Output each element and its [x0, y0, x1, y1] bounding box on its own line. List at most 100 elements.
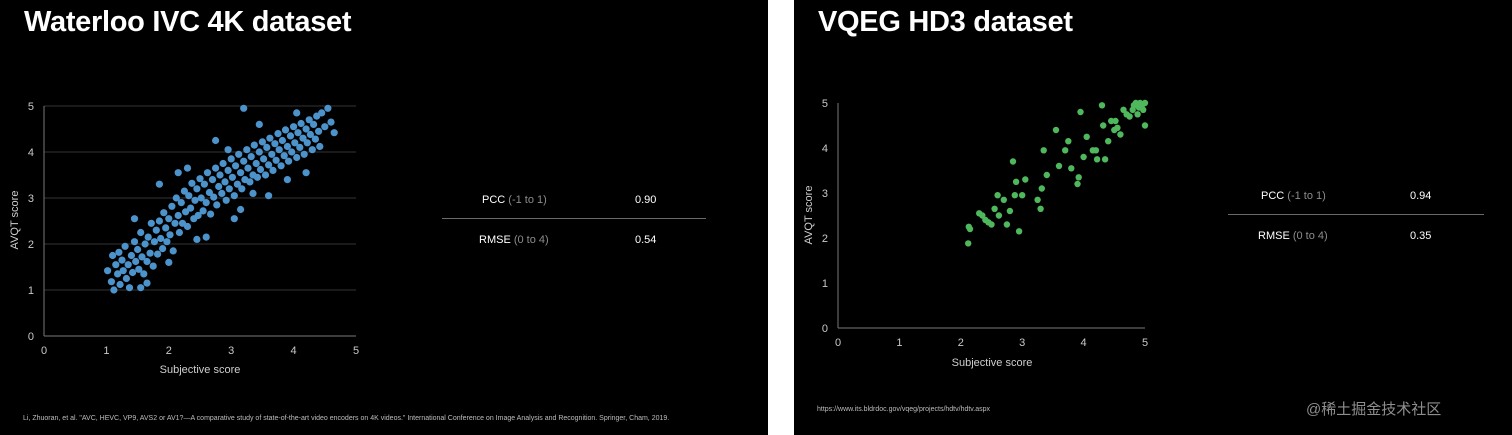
pcc-label: PCC [482, 194, 506, 206]
data-point [168, 202, 176, 210]
data-point [274, 130, 282, 138]
data-point [278, 136, 286, 145]
data-point [272, 156, 280, 164]
data-point [995, 212, 1003, 219]
data-point [260, 155, 268, 163]
watermark-text: @稀土掘金技术社区 [1306, 401, 1442, 418]
data-point [255, 148, 263, 156]
data-point [327, 118, 335, 126]
pcc-label-cell: PCC (-1 to 1) [482, 194, 547, 206]
data-point [253, 173, 261, 181]
data-point [286, 132, 295, 140]
data-point [188, 179, 196, 187]
data-point [203, 169, 212, 177]
data-point [1083, 133, 1090, 140]
data-point [283, 176, 291, 184]
data-point [1126, 113, 1133, 120]
data-point [1075, 174, 1082, 181]
data-point [1117, 131, 1124, 138]
data-point [1134, 111, 1141, 118]
y-axis-label: AVQT score [803, 186, 815, 245]
data-point [1019, 192, 1026, 199]
data-point [114, 270, 122, 278]
data-point [130, 238, 139, 246]
x-tick-label: 1 [103, 345, 109, 357]
data-point [130, 215, 139, 223]
pcc-label: PCC [1261, 190, 1285, 202]
x-tick-label: 4 [1081, 337, 1087, 349]
data-point [187, 204, 195, 212]
data-point [183, 222, 192, 231]
data-point [228, 173, 236, 181]
data-point [243, 146, 251, 154]
data-point [302, 169, 310, 177]
x-axis-label: Subjective score [160, 364, 241, 376]
data-point [249, 189, 257, 197]
data-point [263, 143, 271, 151]
scatter-chart-waterloo: 0 1 2 3 4 5 0 1 2 3 4 5 Subjective score AVQT score [9, 101, 359, 376]
data-point [232, 162, 240, 170]
data-point [283, 142, 291, 151]
data-point [127, 251, 135, 260]
x-tick-label: 0 [41, 345, 47, 357]
data-point [237, 205, 245, 214]
data-point [177, 199, 185, 207]
data-point [316, 142, 324, 151]
data-point [107, 278, 115, 286]
data-point [112, 261, 120, 269]
data-point [240, 104, 248, 112]
data-point [218, 189, 226, 197]
data-point [280, 152, 288, 160]
data-point [300, 150, 308, 158]
data-point [311, 135, 319, 143]
x-tick-label: 3 [1019, 337, 1025, 349]
data-point [271, 140, 279, 148]
data-point [219, 159, 227, 168]
data-point [221, 178, 229, 186]
data-point [1000, 196, 1007, 203]
data-point [966, 225, 974, 233]
data-point [302, 125, 310, 133]
data-point [224, 166, 232, 174]
data-point [1055, 162, 1063, 170]
data-point [122, 274, 130, 283]
data-point [321, 123, 329, 131]
data-point [212, 136, 220, 145]
data-point [1141, 99, 1149, 107]
pcc-range: (-1 to 1) [508, 194, 547, 206]
data-point [210, 193, 218, 201]
data-point [216, 171, 224, 179]
slide-title: VQEG HD3 dataset [818, 6, 1073, 38]
data-point [1105, 138, 1112, 145]
data-point [141, 240, 149, 248]
y-tick-label: 0 [822, 323, 828, 335]
rmse-range: (0 to 4) [513, 234, 549, 246]
data-point [296, 143, 304, 151]
data-point [227, 155, 235, 163]
slide-waterloo: Waterloo IVC 4K dataset 0 1 2 3 4 5 0 1 2 3 4 5 Sub… [0, 0, 768, 435]
data-point [191, 196, 199, 204]
pcc-range: (-1 to 1) [1287, 190, 1326, 202]
data-point [1006, 207, 1014, 215]
data-point [297, 119, 305, 128]
x-tick-label: 5 [1142, 337, 1148, 349]
pcc-value: 0.90 [635, 194, 657, 206]
y-tick-label: 2 [28, 239, 34, 251]
data-point [193, 235, 201, 243]
y-tick-label: 0 [28, 331, 34, 343]
data-point [213, 201, 221, 209]
data-point [202, 233, 210, 241]
data-point [135, 265, 143, 273]
y-tick-label: 3 [822, 188, 828, 200]
data-point [147, 219, 155, 227]
data-point [252, 159, 260, 168]
pcc-value: 0.94 [1410, 190, 1432, 202]
data-point [291, 139, 299, 147]
data-point [1065, 138, 1072, 145]
data-point [202, 199, 210, 207]
data-point [240, 157, 248, 165]
data-point [225, 185, 233, 193]
data-point [119, 267, 127, 275]
data-point [104, 267, 112, 275]
data-point [208, 176, 217, 184]
